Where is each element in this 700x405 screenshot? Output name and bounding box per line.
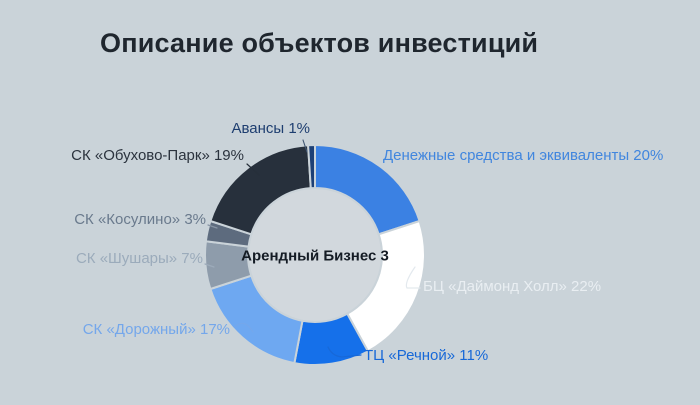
leader-line-shushary xyxy=(204,263,215,268)
slice-label-cash: Денежные средства и эквиваленты 20% xyxy=(383,147,664,164)
page-title: Описание объектов инвестиций xyxy=(100,28,539,58)
slice-label-obukhovo: СК «Обухово-Парк» 19% xyxy=(71,147,244,164)
donut-hole xyxy=(249,189,381,321)
donut-slices xyxy=(204,144,426,366)
leader-line-kosulino xyxy=(207,224,218,229)
leader-line-avansy xyxy=(302,139,308,153)
slice-label-diamond: БЦ «Даймонд Холл» 22% xyxy=(423,278,602,295)
leader-line-obukhovo xyxy=(246,163,260,176)
slice-label-avansy: Авансы 1% xyxy=(231,120,310,137)
slice-label-rechnoy: ТЦ «Речной» 11% xyxy=(364,347,489,364)
slice-label-shushary: СК «Шушары» 7% xyxy=(75,250,203,267)
slice-label-dorozhny: СК «Дорожный» 17% xyxy=(82,321,230,338)
leader-line-diamond xyxy=(405,266,421,289)
slice-label-kosulino: СК «Косулино» 3% xyxy=(74,211,206,228)
donut-slice-7 xyxy=(307,144,316,190)
donut-center-label: Арендный Бизнес 3 xyxy=(241,247,389,265)
leader-line-dorozhny xyxy=(233,322,254,333)
leader-line-rechnoy xyxy=(327,346,362,358)
